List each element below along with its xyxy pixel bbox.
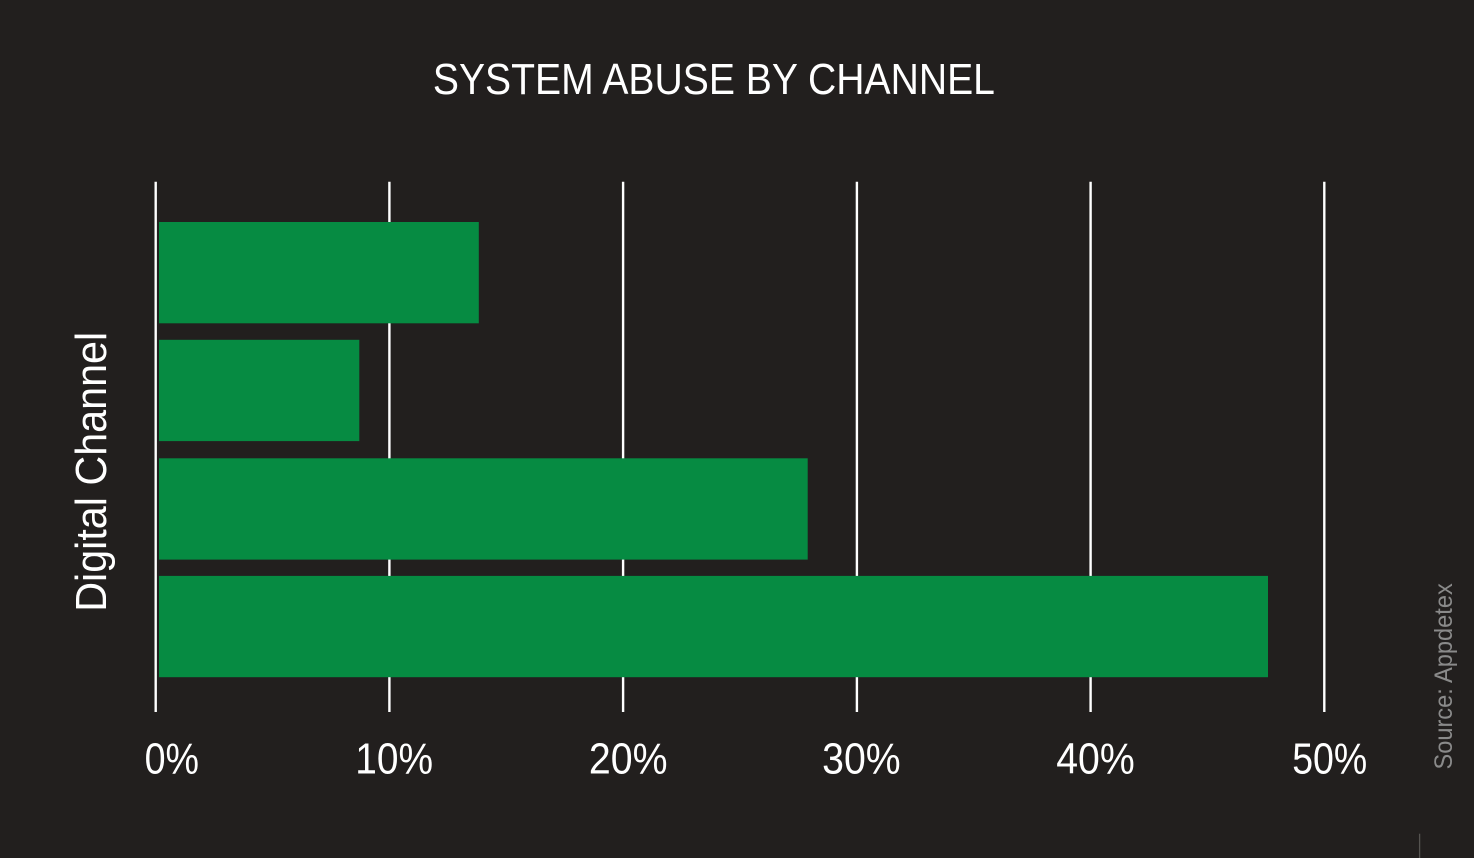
svg-text:SYSTEM ABUSE BY CHANNEL: SYSTEM ABUSE BY CHANNEL [433,55,995,104]
svg-text:50%: 50% [1292,735,1367,784]
svg-text:10%: 10% [355,735,433,784]
svg-text:Source: Appdetex: Source: Appdetex [1430,583,1458,770]
svg-text:Digital Channel: Digital Channel [67,332,116,612]
svg-text:20%: 20% [589,735,668,784]
svg-text:40%: 40% [1056,735,1135,784]
svg-text:0%: 0% [145,735,199,784]
svg-text:30%: 30% [822,735,901,784]
